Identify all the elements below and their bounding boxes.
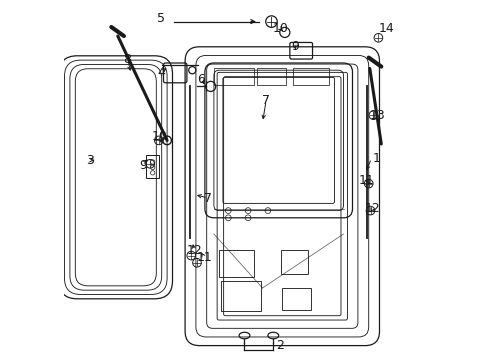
Text: 7: 7 (262, 94, 269, 107)
Text: 12: 12 (364, 202, 379, 215)
Text: 13: 13 (369, 109, 385, 122)
Text: 2: 2 (276, 339, 284, 352)
Text: 12: 12 (186, 244, 202, 257)
Bar (282, 288, 310, 310)
Bar (280, 250, 307, 274)
Text: 7: 7 (203, 192, 211, 204)
Bar (292, 68, 328, 85)
Bar (219, 250, 253, 277)
Text: 9: 9 (290, 40, 298, 53)
Text: 11: 11 (196, 251, 212, 264)
Bar (257, 68, 285, 85)
Bar (221, 281, 260, 311)
Bar (213, 68, 253, 85)
Text: 11: 11 (358, 174, 374, 186)
Text: 6: 6 (196, 73, 204, 86)
Text: 14: 14 (378, 22, 394, 35)
Text: 3: 3 (86, 154, 94, 167)
Bar (146, 155, 159, 178)
Text: 4: 4 (157, 66, 164, 78)
Text: 10: 10 (152, 130, 167, 143)
Text: 10: 10 (272, 22, 288, 35)
Text: 9: 9 (139, 159, 146, 172)
Text: 1: 1 (372, 152, 380, 165)
Text: 8: 8 (123, 53, 131, 66)
Text: 5: 5 (157, 12, 164, 24)
